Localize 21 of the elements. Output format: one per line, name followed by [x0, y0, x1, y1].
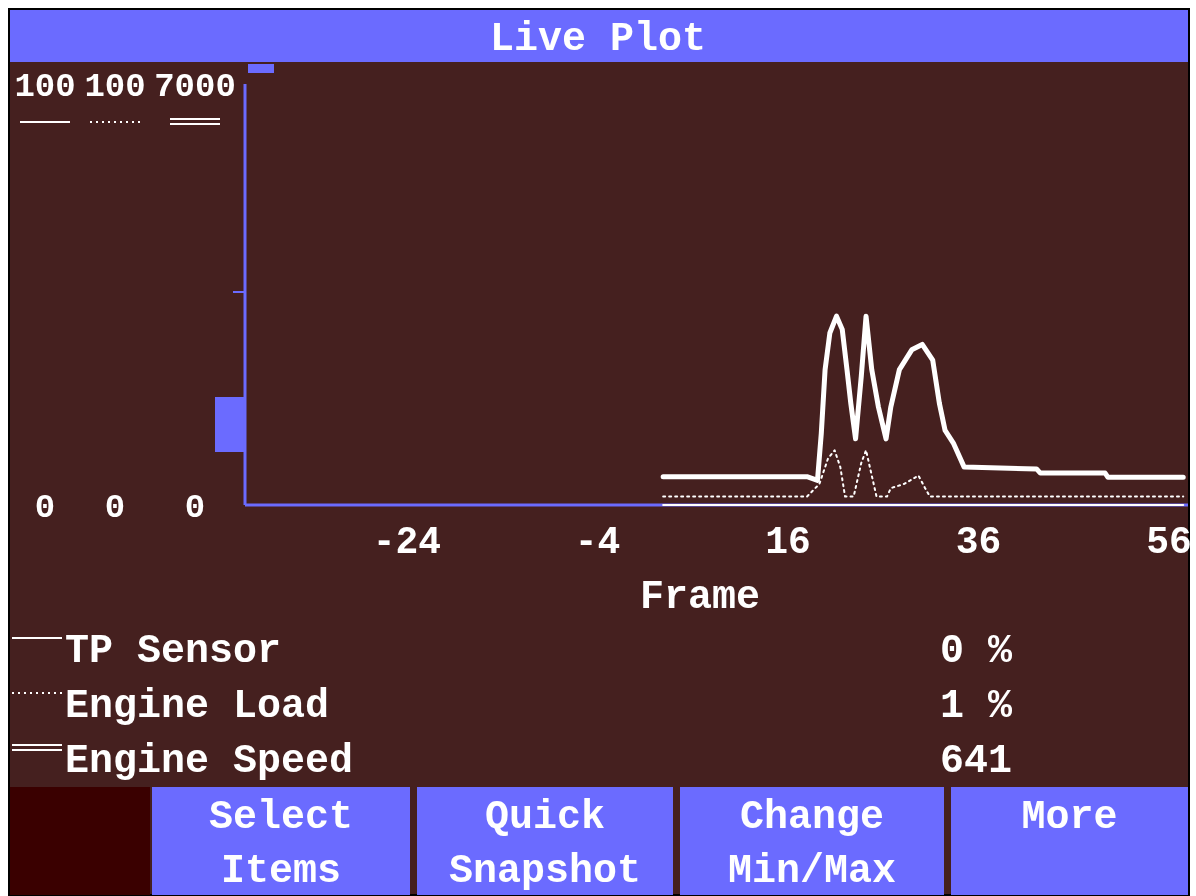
y2-tick-label: 0 [104, 488, 126, 527]
x-tick-label: 56 [1146, 521, 1192, 564]
x-axis-title: Frame [639, 575, 761, 620]
legend-label: Engine Speed [65, 739, 354, 784]
legend-label: Engine Load [65, 684, 330, 729]
y2-tick-label: 100 [84, 67, 146, 106]
y3-tick-label: 7000 [154, 67, 236, 106]
chart-title: Live Plot [489, 17, 707, 62]
text: 1 % [939, 684, 1013, 729]
text: Quick Snapshot [448, 795, 642, 894]
text: 0 % [939, 629, 1013, 674]
text: 641 [939, 739, 1012, 784]
legend-label: TP Sensor [65, 629, 282, 674]
x-tick-label: 16 [765, 521, 811, 564]
x-tick-label: -24 [372, 521, 442, 564]
text: More [1021, 795, 1118, 840]
text: Select Items [208, 795, 354, 894]
x-tick-label: -4 [574, 521, 621, 564]
y3-tick-label: 0 [184, 488, 206, 527]
x-tick-label: 36 [955, 521, 1002, 564]
text: Change Min/Max [727, 795, 897, 894]
